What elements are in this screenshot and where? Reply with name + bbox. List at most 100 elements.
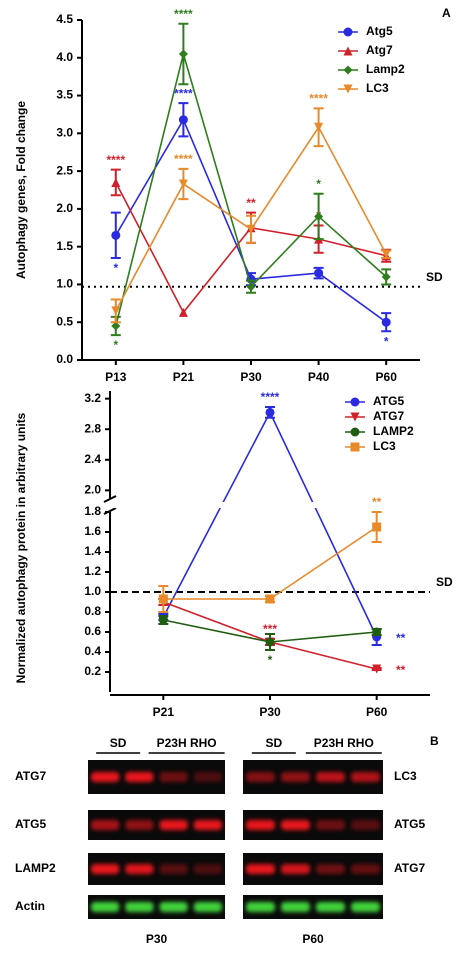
y-tick-label: 1.0 <box>56 277 73 291</box>
blot-band <box>91 864 120 874</box>
blot-band <box>193 864 222 874</box>
marker <box>111 321 121 331</box>
marker <box>314 268 324 278</box>
row-label: LAMP2 <box>15 861 56 875</box>
y-tick-label: 2.8 <box>84 421 101 435</box>
y-tick-label: 2.5 <box>56 163 73 177</box>
axis-break-gap <box>113 502 430 508</box>
marker <box>178 179 188 189</box>
y-tick-label: 0.2 <box>84 664 101 678</box>
y-tick-label: 0.8 <box>84 604 101 618</box>
legend-label: Lamp2 <box>366 62 405 76</box>
significance-label: ** <box>396 631 406 645</box>
y-tick-label: 0.0 <box>56 352 73 366</box>
panel-label: A <box>442 6 451 20</box>
blot-band <box>91 902 120 912</box>
y-tick-label: 1.0 <box>84 584 101 598</box>
legend-label: LC3 <box>366 81 389 95</box>
marker <box>372 522 382 532</box>
y-tick-label: 1.8 <box>84 504 101 518</box>
marker <box>381 272 391 282</box>
blot-band <box>159 902 188 912</box>
row-label: Actin <box>15 899 45 913</box>
series-line <box>163 526 378 600</box>
reference-label: SD <box>426 270 443 284</box>
blot-band <box>193 902 222 912</box>
blot-band <box>246 772 275 782</box>
marker <box>158 615 168 625</box>
legend-marker <box>343 46 353 56</box>
legend-label: Atg5 <box>366 24 393 38</box>
marker <box>265 594 275 604</box>
blot-band <box>246 902 275 912</box>
blot-band <box>351 820 380 830</box>
marker <box>372 664 382 674</box>
blot-band <box>281 902 310 912</box>
blot-label: P30 <box>146 932 168 946</box>
row-label: ATG5 <box>15 817 46 831</box>
blot-band <box>91 772 120 782</box>
marker <box>381 249 391 259</box>
y-tick-label: 1.4 <box>84 544 101 558</box>
x-tick-label: P40 <box>308 370 330 384</box>
blot-band <box>159 772 188 782</box>
y-tick-label: 2.4 <box>84 452 101 466</box>
x-tick-label: P30 <box>259 705 281 719</box>
significance-label: * <box>268 653 273 667</box>
row-label: ATG5 <box>394 817 425 831</box>
marker <box>381 317 391 327</box>
x-tick-label: P21 <box>173 370 195 384</box>
y-tick-label: 4.0 <box>56 50 73 64</box>
significance-label: **** <box>309 92 328 106</box>
legend-label: LC3 <box>373 439 396 453</box>
marker <box>178 49 188 59</box>
legend-label: ATG5 <box>373 394 404 408</box>
y-axis-label: Normalized autophagy protein in arbitrar… <box>14 412 28 683</box>
legend-marker <box>350 442 360 452</box>
legend-marker <box>350 427 360 437</box>
significance-label: ** <box>396 663 406 677</box>
marker <box>265 637 275 647</box>
blot-band <box>246 864 275 874</box>
group-label: SD <box>110 736 127 750</box>
blot-band <box>316 864 345 874</box>
reference-label: SD <box>436 575 453 589</box>
blot-band <box>125 820 154 830</box>
significance-label: **** <box>106 153 125 167</box>
y-tick-label: 0.6 <box>84 624 101 638</box>
y-tick-label: 1.5 <box>56 239 73 253</box>
y-tick-label: 0.4 <box>84 644 101 658</box>
blot-band <box>316 902 345 912</box>
marker <box>314 122 324 132</box>
row-label: ATG7 <box>394 861 425 875</box>
legend-marker <box>350 397 360 407</box>
significance-label: *** <box>263 622 277 636</box>
significance-label: **** <box>261 390 280 404</box>
blot-band <box>193 772 222 782</box>
x-tick-label: P60 <box>366 705 388 719</box>
x-tick-label: P21 <box>153 705 175 719</box>
blot-band <box>159 864 188 874</box>
significance-label: * <box>316 177 321 191</box>
marker <box>246 282 256 292</box>
blot-band <box>316 820 345 830</box>
blot-band <box>281 820 310 830</box>
blot-band <box>91 820 120 830</box>
legend-marker <box>343 65 353 75</box>
legend-label: LAMP2 <box>373 424 414 438</box>
y-tick-label: 0.5 <box>56 314 73 328</box>
blot-band <box>351 902 380 912</box>
blot-band <box>351 772 380 782</box>
significance-label: **** <box>174 7 193 21</box>
x-tick-label: P13 <box>105 370 127 384</box>
group-label: P23H RHO <box>314 736 374 750</box>
significance-label: * <box>113 338 118 352</box>
legend-label: Atg7 <box>366 43 393 57</box>
y-tick-label: 3.5 <box>56 88 73 102</box>
blot-band <box>281 864 310 874</box>
significance-label: ** <box>246 196 256 210</box>
x-tick-label: P60 <box>376 370 398 384</box>
y-tick-label: 1.2 <box>84 564 101 578</box>
y-tick-label: 3.2 <box>84 391 101 405</box>
